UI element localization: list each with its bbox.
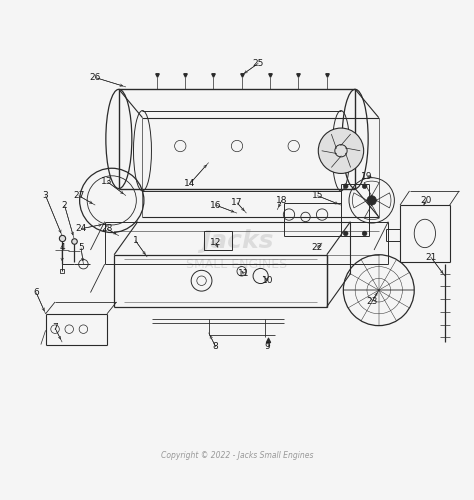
Circle shape (343, 184, 348, 188)
Circle shape (343, 231, 348, 236)
Text: 27: 27 (73, 191, 84, 200)
Text: Copyright © 2022 - Jacks Small Engines: Copyright © 2022 - Jacks Small Engines (161, 451, 313, 460)
Text: 13: 13 (101, 177, 113, 186)
Text: 12: 12 (210, 238, 221, 248)
Text: 11: 11 (238, 269, 250, 278)
Text: 7: 7 (52, 324, 58, 332)
Text: 6: 6 (33, 288, 39, 297)
Circle shape (362, 184, 367, 188)
Text: 19: 19 (361, 172, 373, 181)
Text: 10: 10 (262, 276, 273, 285)
Text: 1: 1 (133, 236, 138, 245)
Text: 25: 25 (253, 59, 264, 68)
Text: 9: 9 (265, 342, 271, 351)
Text: 28: 28 (101, 224, 113, 233)
Circle shape (362, 231, 367, 236)
Text: 26: 26 (90, 73, 101, 82)
Circle shape (367, 196, 376, 205)
Text: 4: 4 (59, 243, 65, 252)
Circle shape (318, 128, 364, 174)
Text: 21: 21 (425, 252, 437, 262)
Text: Jacks: Jacks (201, 228, 273, 252)
Text: 24: 24 (75, 224, 87, 233)
Text: 16: 16 (210, 200, 221, 209)
Text: 15: 15 (311, 191, 323, 200)
Text: 2: 2 (62, 200, 67, 209)
Text: 17: 17 (231, 198, 243, 207)
Text: 20: 20 (420, 196, 432, 205)
Text: 5: 5 (78, 243, 84, 252)
Text: 3: 3 (43, 191, 48, 200)
Text: 22: 22 (312, 243, 323, 252)
Text: 14: 14 (184, 180, 195, 188)
Text: 8: 8 (213, 342, 219, 351)
Text: SMALL ENGINES: SMALL ENGINES (186, 258, 288, 270)
Text: 18: 18 (276, 196, 288, 205)
Text: 23: 23 (366, 298, 377, 306)
